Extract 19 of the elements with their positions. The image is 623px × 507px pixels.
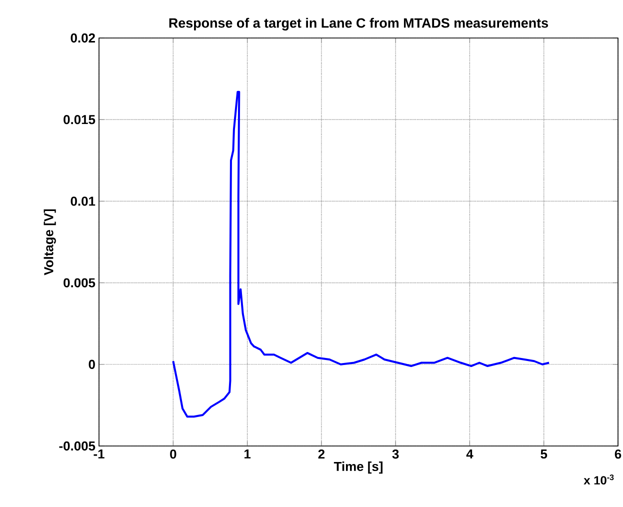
x-tick-label: 3 xyxy=(392,450,399,459)
x-tick-label: 0 xyxy=(170,450,176,459)
y-tick-label: 0.02 xyxy=(70,33,95,43)
x-tick-label: 1 xyxy=(244,450,251,458)
text: x 10$^{-3}$ xyxy=(584,474,614,485)
x-tick-label: 6 xyxy=(614,450,622,459)
y-tick-label: 0.015 xyxy=(64,115,96,124)
x-tick-label: -1 xyxy=(94,450,104,458)
y-tick-label: 0.005 xyxy=(64,278,96,288)
y-tick-label: 0.01 xyxy=(70,196,96,206)
y-axis-title: Voltage [V] xyxy=(44,209,56,276)
x-axis-title: Time [s] xyxy=(334,462,382,474)
y-tick-label: -0.005 xyxy=(59,441,96,451)
x-tick-label: 4 xyxy=(466,450,474,458)
chart-title: Response of a target in Lane C from MTADS measurements xyxy=(169,18,548,30)
x-tick-label: 2 xyxy=(318,450,325,459)
y-tick-label: 0 xyxy=(88,360,95,369)
line-series xyxy=(172,90,550,418)
x-tick-label: 5 xyxy=(540,450,548,459)
